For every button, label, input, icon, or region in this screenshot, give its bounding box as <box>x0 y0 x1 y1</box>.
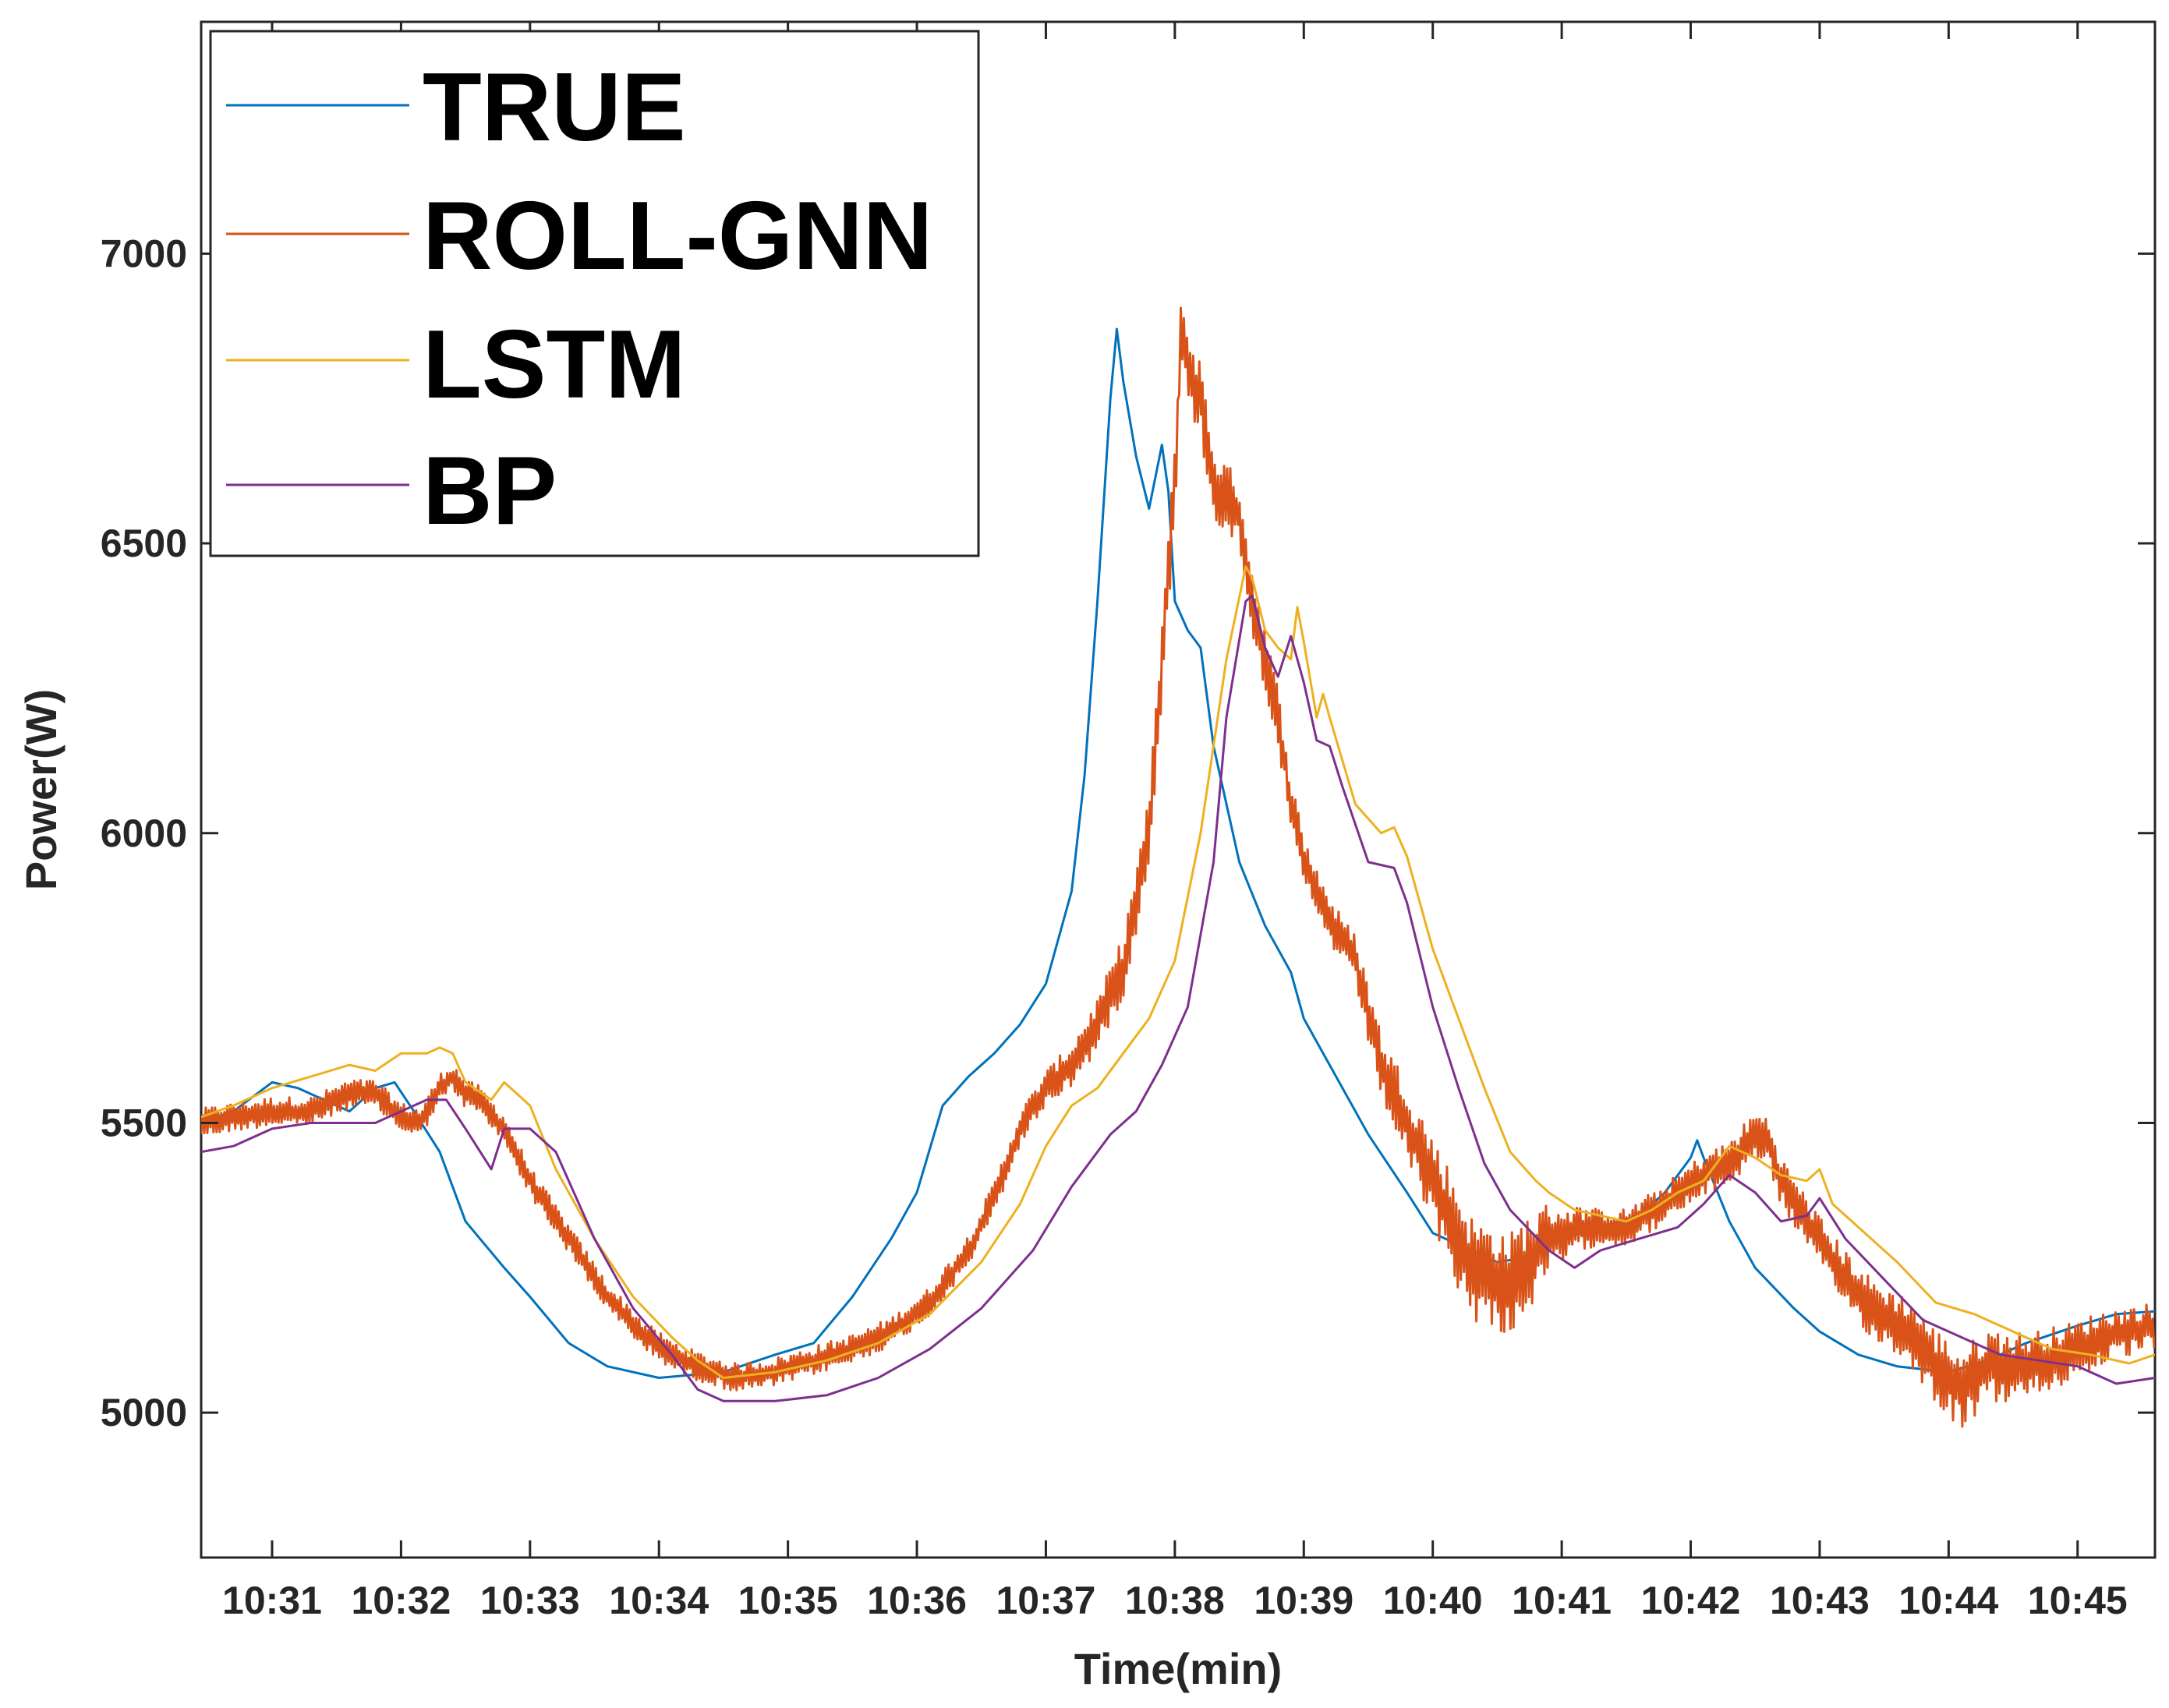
series-line-roll-gnn <box>201 306 2155 1428</box>
series-layer <box>201 306 2155 1428</box>
x-tick-label: 10:42 <box>1641 1579 1741 1622</box>
x-tick-label: 10:31 <box>222 1579 322 1622</box>
x-tick-label: 10:45 <box>2028 1579 2128 1622</box>
series-line-lstm <box>201 565 2155 1379</box>
y-tick-label: 5500 <box>101 1101 187 1144</box>
x-tick-label: 10:34 <box>609 1579 709 1622</box>
x-tick-label: 10:37 <box>996 1579 1096 1622</box>
y-axis-label: Power(W) <box>16 689 65 890</box>
legend-label-true: TRUE <box>423 54 686 161</box>
y-tick-label: 6500 <box>101 522 187 565</box>
x-tick-label: 10:33 <box>480 1579 580 1622</box>
legend-label-roll-gnn: ROLL-GNN <box>423 182 932 290</box>
legend-label-lstm: LSTM <box>423 311 686 419</box>
x-tick-label: 10:40 <box>1383 1579 1483 1622</box>
legend-box <box>209 30 980 557</box>
x-tick-label: 10:39 <box>1254 1579 1353 1622</box>
x-axis: 10:31 10:32 10:33 10:34 10:35 10:36 10:37 10:38… <box>222 22 2128 1622</box>
x-tick-label: 10:35 <box>738 1579 838 1622</box>
x-tick-label: 10:32 <box>351 1579 451 1622</box>
x-axis-label: Time(min) <box>1074 1644 1283 1693</box>
y-tick-label: 7000 <box>101 232 187 275</box>
x-tick-label: 10:41 <box>1512 1579 1612 1622</box>
series-line-bp <box>201 594 2155 1402</box>
y-axis: 5000 5500 6000 6500 7000 <box>101 232 2155 1434</box>
x-tick-label: 10:38 <box>1125 1579 1225 1622</box>
y-tick-label: 6000 <box>101 812 187 855</box>
legend: TRUE ROLL-GNN LSTM BP <box>209 30 980 557</box>
x-tick-label: 10:36 <box>867 1579 967 1622</box>
x-tick-label: 10:44 <box>1898 1579 1998 1622</box>
x-tick-label: 10:43 <box>1770 1579 1870 1622</box>
y-tick-label: 5000 <box>101 1391 187 1434</box>
legend-label-bp: BP <box>423 437 557 545</box>
